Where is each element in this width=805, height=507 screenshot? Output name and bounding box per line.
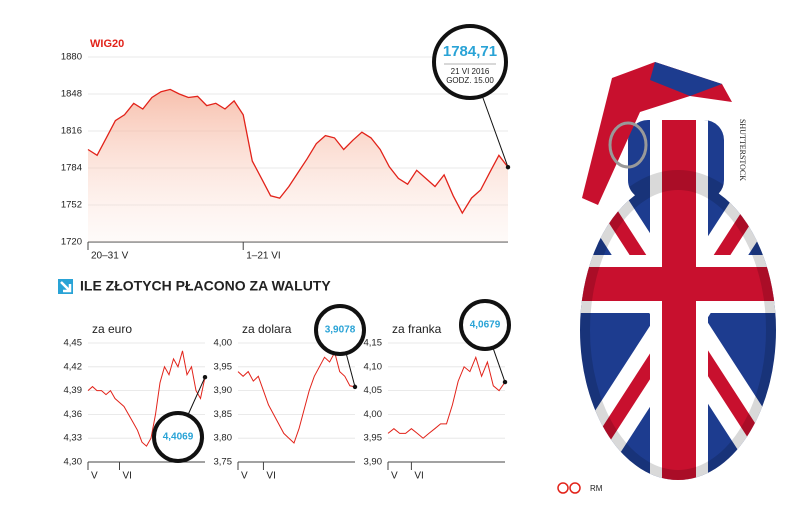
y-tick-label: 4,00 — [214, 338, 233, 349]
price-line — [87, 88, 509, 215]
callout-circle — [314, 304, 366, 356]
y-tick-label: 4,05 — [364, 385, 383, 396]
y-tick-label: 3,90 — [214, 385, 233, 396]
y-tick-label: 3,95 — [364, 433, 383, 444]
callout-leader — [492, 347, 506, 383]
arrow-icon — [60, 281, 72, 293]
y-tick-label: 4,15 — [364, 338, 383, 349]
section-heading: ILE ZŁOTYCH PŁACONO ZA WALUTY — [58, 278, 331, 294]
author: RM — [590, 484, 603, 493]
callout-value: 4,0679 — [470, 320, 501, 331]
y-tick-label: 1720 — [61, 237, 82, 248]
y-tick-label: 3,90 — [364, 457, 383, 468]
x-tick-label: V — [241, 471, 248, 482]
callout-circle — [432, 24, 508, 100]
callout-circle — [459, 299, 511, 351]
y-tick-label: 1816 — [61, 126, 82, 137]
y-tick-label: 3,95 — [214, 361, 233, 372]
x-tick-label: VI — [123, 471, 132, 482]
x-tick-label: 20–31 V — [91, 251, 129, 262]
y-tick-label: 1752 — [61, 200, 82, 211]
callout-time: GODZ. 15.00 — [446, 76, 494, 85]
x-tick-label: V — [91, 471, 98, 482]
callout-value: 4,4069 — [163, 432, 194, 443]
photo-credit: SHUTTERSTOCK — [738, 119, 747, 181]
x-tick-label: 1–21 VI — [246, 251, 280, 262]
callout-leader — [481, 95, 509, 168]
y-tick-label: 1784 — [61, 163, 82, 174]
last-point — [505, 164, 511, 170]
chart-title: WIG20 — [90, 38, 124, 50]
y-tick-label: 1848 — [61, 89, 82, 100]
chart-title: za franka — [392, 322, 442, 336]
y-tick-label: 4,33 — [64, 433, 83, 444]
y-tick-label: 3,85 — [214, 409, 233, 420]
x-tick-label: VI — [414, 471, 423, 482]
chart-title: za dolara — [242, 322, 292, 336]
y-tick-label: 4,39 — [64, 385, 83, 396]
last-point — [502, 379, 508, 385]
callout-value: 1784,71 — [443, 43, 497, 60]
x-tick-label: V — [391, 471, 398, 482]
x-tick-label: VI — [266, 471, 275, 482]
y-tick-label: 3,80 — [214, 433, 233, 444]
y-tick-label: 4,36 — [64, 409, 83, 420]
callout-value: 3,9078 — [325, 325, 356, 336]
section-title: ILE ZŁOTYCH PŁACONO ZA WALUTY — [80, 278, 331, 294]
y-tick-label: 1880 — [61, 52, 82, 63]
y-tick-label: 4,00 — [364, 409, 383, 420]
grenade-illustration: SHUTTERSTOCK — [580, 62, 776, 480]
last-point — [202, 374, 208, 380]
callout-leader — [345, 353, 356, 388]
callout-date: 21 VI 2016 — [451, 67, 490, 76]
y-tick-label: 4,42 — [64, 361, 83, 372]
y-tick-label: 4,10 — [364, 361, 383, 372]
copyright: RM — [557, 482, 603, 494]
price-line — [387, 355, 506, 439]
area-fill — [88, 89, 508, 243]
price-line — [87, 350, 206, 447]
y-tick-label: 4,30 — [64, 457, 83, 468]
chart-title: za euro — [92, 322, 132, 336]
y-tick-label: 3,75 — [214, 457, 233, 468]
callout-leader — [187, 376, 206, 416]
price-line — [237, 351, 356, 444]
callout-circle — [152, 411, 204, 463]
y-tick-label: 4,45 — [64, 338, 83, 349]
last-point — [352, 384, 358, 390]
